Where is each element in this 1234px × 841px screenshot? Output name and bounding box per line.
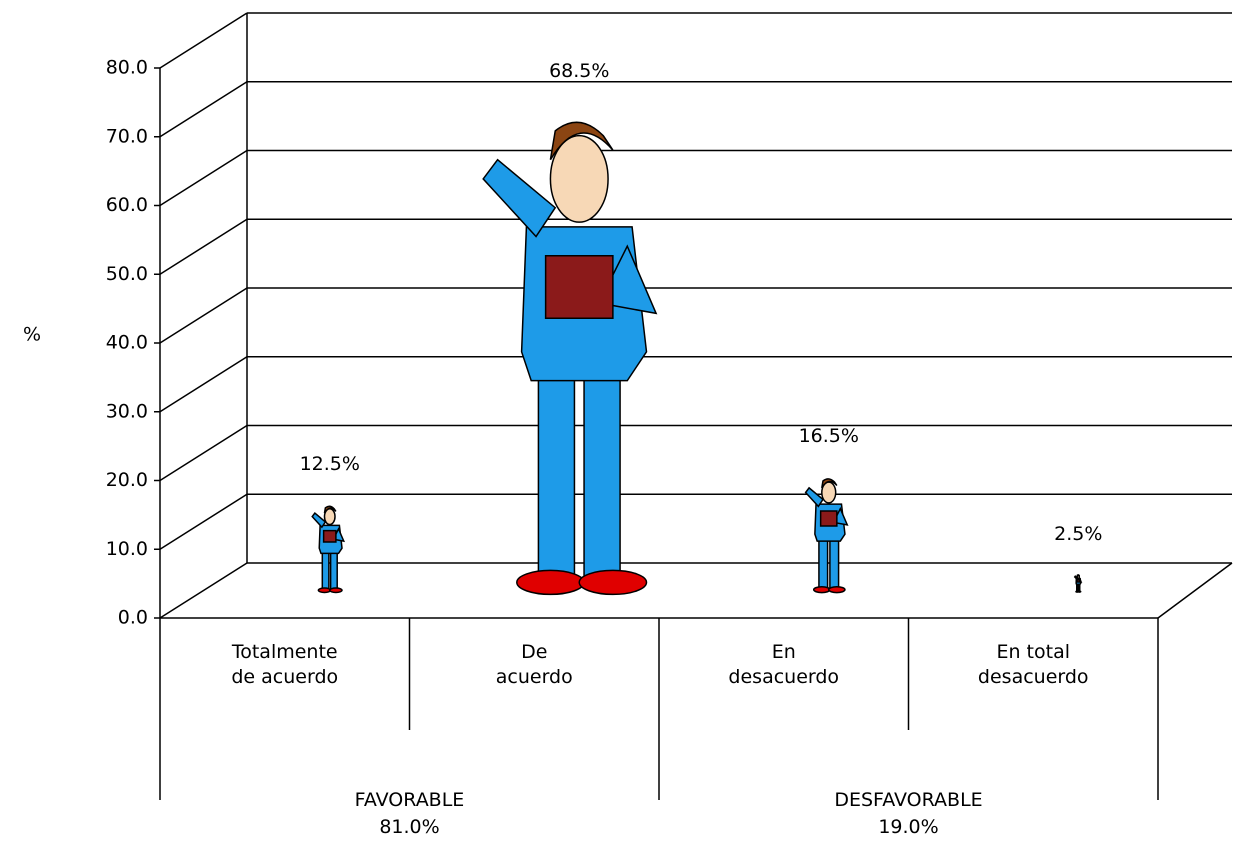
leg <box>830 538 839 589</box>
y-tick-label: 70.0 <box>106 125 148 147</box>
pictogram <box>483 122 656 594</box>
group-label: FAVORABLE <box>354 789 465 811</box>
leg <box>584 366 620 577</box>
y-axis-label: % <box>23 324 41 346</box>
y-tick-label: 60.0 <box>106 194 148 216</box>
arm <box>483 160 555 237</box>
grid-line <box>159 12 248 69</box>
book <box>324 531 336 542</box>
shoe <box>517 570 584 594</box>
group-label: DESFAVORABLE <box>834 789 983 811</box>
grid-line <box>159 218 248 275</box>
value-label: 2.5% <box>1054 523 1102 545</box>
arm <box>312 513 325 527</box>
grid-line <box>159 356 248 413</box>
shoe <box>318 588 330 592</box>
y-tick-label: 30.0 <box>106 400 148 422</box>
pictogram <box>1075 575 1081 592</box>
value-label: 16.5% <box>799 425 859 447</box>
x-tick-label: Totalmente de acuerdo <box>231 641 339 688</box>
shoe <box>330 588 342 592</box>
pictogram <box>806 479 848 593</box>
x-tick-label: En total desacuerdo <box>977 641 1089 688</box>
shoe <box>1078 591 1080 592</box>
pictogram <box>312 506 344 592</box>
value-label: 68.5% <box>549 60 609 82</box>
hair <box>324 506 335 513</box>
floor-edge <box>1157 562 1233 619</box>
leg <box>331 551 338 590</box>
book <box>1077 580 1079 582</box>
shoe <box>829 587 845 593</box>
grid-line <box>159 149 248 207</box>
y-tick-label: 50.0 <box>106 263 148 285</box>
value-label: 12.5% <box>300 453 360 475</box>
y-tick-label: 80.0 <box>106 57 148 79</box>
grid-line <box>159 287 248 344</box>
head <box>550 136 608 222</box>
leg <box>322 551 329 590</box>
grid-line <box>159 493 248 550</box>
y-tick-label: 0.0 <box>118 607 148 629</box>
shoe <box>579 570 646 594</box>
grid-line <box>159 424 248 482</box>
grid-line <box>159 81 248 138</box>
group-share: 81.0% <box>379 816 440 838</box>
hair <box>1077 575 1079 576</box>
hair <box>550 122 612 159</box>
x-tick-label: En desacuerdo <box>728 641 840 688</box>
book <box>546 256 613 318</box>
y-tick-label: 20.0 <box>106 469 148 491</box>
hair <box>822 479 837 488</box>
x-tick-label: De acuerdo <box>495 641 573 688</box>
arm <box>806 488 823 507</box>
grid-line <box>159 562 248 619</box>
leg <box>538 366 574 577</box>
y-tick-label: 40.0 <box>106 332 148 354</box>
leg <box>819 538 828 589</box>
group-share: 19.0% <box>878 816 939 838</box>
book <box>821 511 837 526</box>
shoe <box>814 587 830 593</box>
y-tick-label: 10.0 <box>106 538 148 560</box>
